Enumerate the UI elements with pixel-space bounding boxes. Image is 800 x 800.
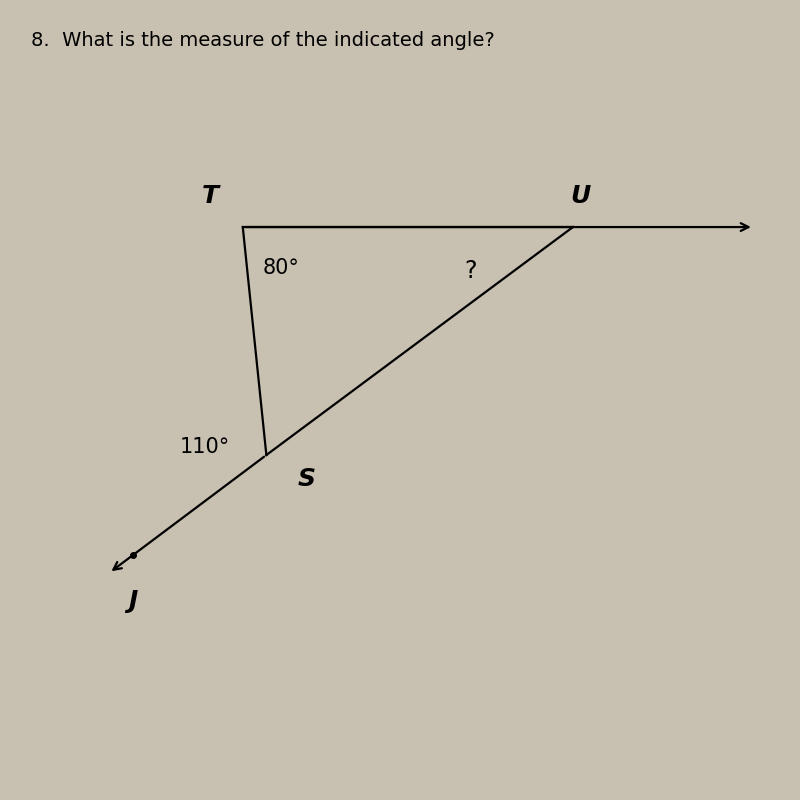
Text: 8.  What is the measure of the indicated angle?: 8. What is the measure of the indicated … xyxy=(30,30,494,50)
Text: 110°: 110° xyxy=(180,437,230,457)
Text: T: T xyxy=(202,184,219,208)
Text: 80°: 80° xyxy=(262,258,299,278)
Text: S: S xyxy=(298,466,316,490)
Text: ?: ? xyxy=(465,258,477,282)
Text: J: J xyxy=(128,589,138,613)
Text: U: U xyxy=(570,184,591,208)
